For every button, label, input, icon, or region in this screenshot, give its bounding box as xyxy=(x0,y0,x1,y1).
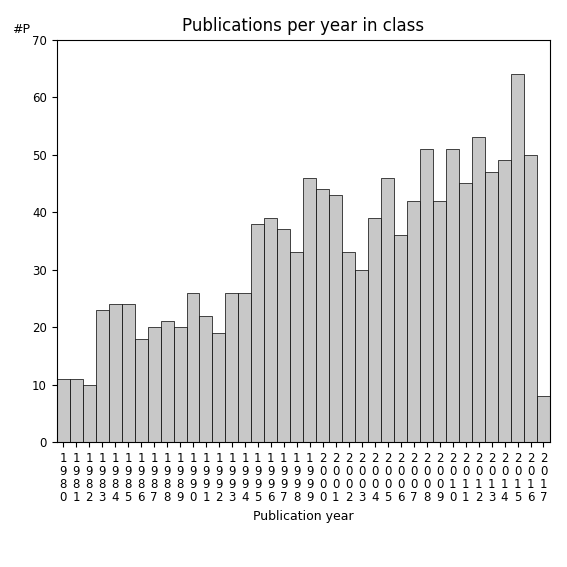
Bar xyxy=(96,310,109,442)
Bar xyxy=(83,385,96,442)
Bar xyxy=(316,189,329,442)
Bar xyxy=(290,252,303,442)
Text: #P: #P xyxy=(12,23,30,36)
Title: Publications per year in class: Publications per year in class xyxy=(182,18,425,35)
Bar xyxy=(511,74,524,442)
Bar xyxy=(251,224,264,442)
Bar xyxy=(537,396,550,442)
Bar xyxy=(472,137,485,442)
Bar xyxy=(459,184,472,442)
Bar xyxy=(498,160,511,442)
Bar xyxy=(109,304,121,442)
Bar xyxy=(213,333,226,442)
Bar xyxy=(368,218,381,442)
Bar xyxy=(264,218,277,442)
Bar xyxy=(485,172,498,442)
Bar xyxy=(524,155,537,442)
Bar xyxy=(356,270,368,442)
Bar xyxy=(147,327,160,442)
Bar xyxy=(121,304,134,442)
Bar xyxy=(174,327,187,442)
X-axis label: Publication year: Publication year xyxy=(253,510,354,523)
Bar xyxy=(160,321,174,442)
Bar xyxy=(187,293,200,442)
Bar xyxy=(200,316,213,442)
Bar xyxy=(446,149,459,442)
Bar xyxy=(342,252,356,442)
Bar xyxy=(134,338,147,442)
Bar xyxy=(407,201,420,442)
Bar xyxy=(394,235,407,442)
Bar xyxy=(277,230,290,442)
Bar xyxy=(329,195,342,442)
Bar xyxy=(70,379,83,442)
Bar xyxy=(381,177,394,442)
Bar xyxy=(433,201,446,442)
Bar xyxy=(57,379,70,442)
Bar xyxy=(239,293,251,442)
Bar xyxy=(303,177,316,442)
Bar xyxy=(420,149,433,442)
Bar xyxy=(226,293,239,442)
